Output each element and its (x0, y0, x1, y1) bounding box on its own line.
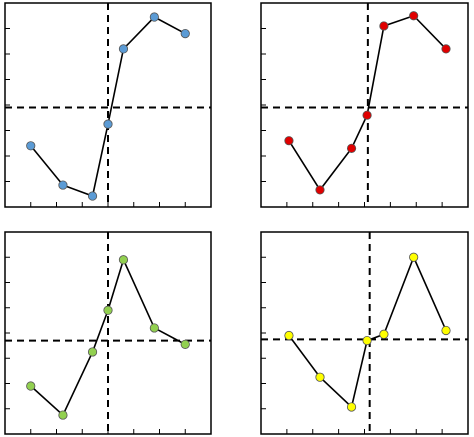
data-point (180, 28, 190, 39)
panel (4, 231, 212, 435)
data-point (284, 136, 294, 146)
data-point (103, 119, 113, 129)
data-point (118, 44, 129, 54)
data-point (379, 329, 389, 339)
data-point (26, 381, 36, 391)
data-point (441, 44, 451, 54)
data-point (315, 372, 325, 382)
data-point (26, 141, 36, 151)
data-point (379, 21, 389, 31)
data-point (180, 339, 190, 349)
data-point (441, 325, 451, 336)
data-point (103, 305, 113, 315)
series-line (288, 255, 447, 409)
data-point (118, 255, 129, 265)
data-point (346, 402, 357, 412)
data-point (409, 252, 419, 262)
data-point (346, 143, 357, 153)
data-point (409, 11, 419, 21)
data-point (149, 12, 159, 22)
data-point (362, 110, 372, 120)
panel (260, 231, 469, 435)
plot-frame (260, 2, 469, 208)
data-point (87, 347, 98, 357)
data-point (362, 335, 372, 346)
data-point (284, 330, 294, 341)
data-point (149, 323, 159, 333)
panel (260, 2, 469, 208)
panel (4, 2, 212, 208)
data-point (315, 185, 325, 195)
data-point (87, 191, 98, 201)
data-point (58, 180, 68, 190)
data-point (58, 410, 68, 420)
